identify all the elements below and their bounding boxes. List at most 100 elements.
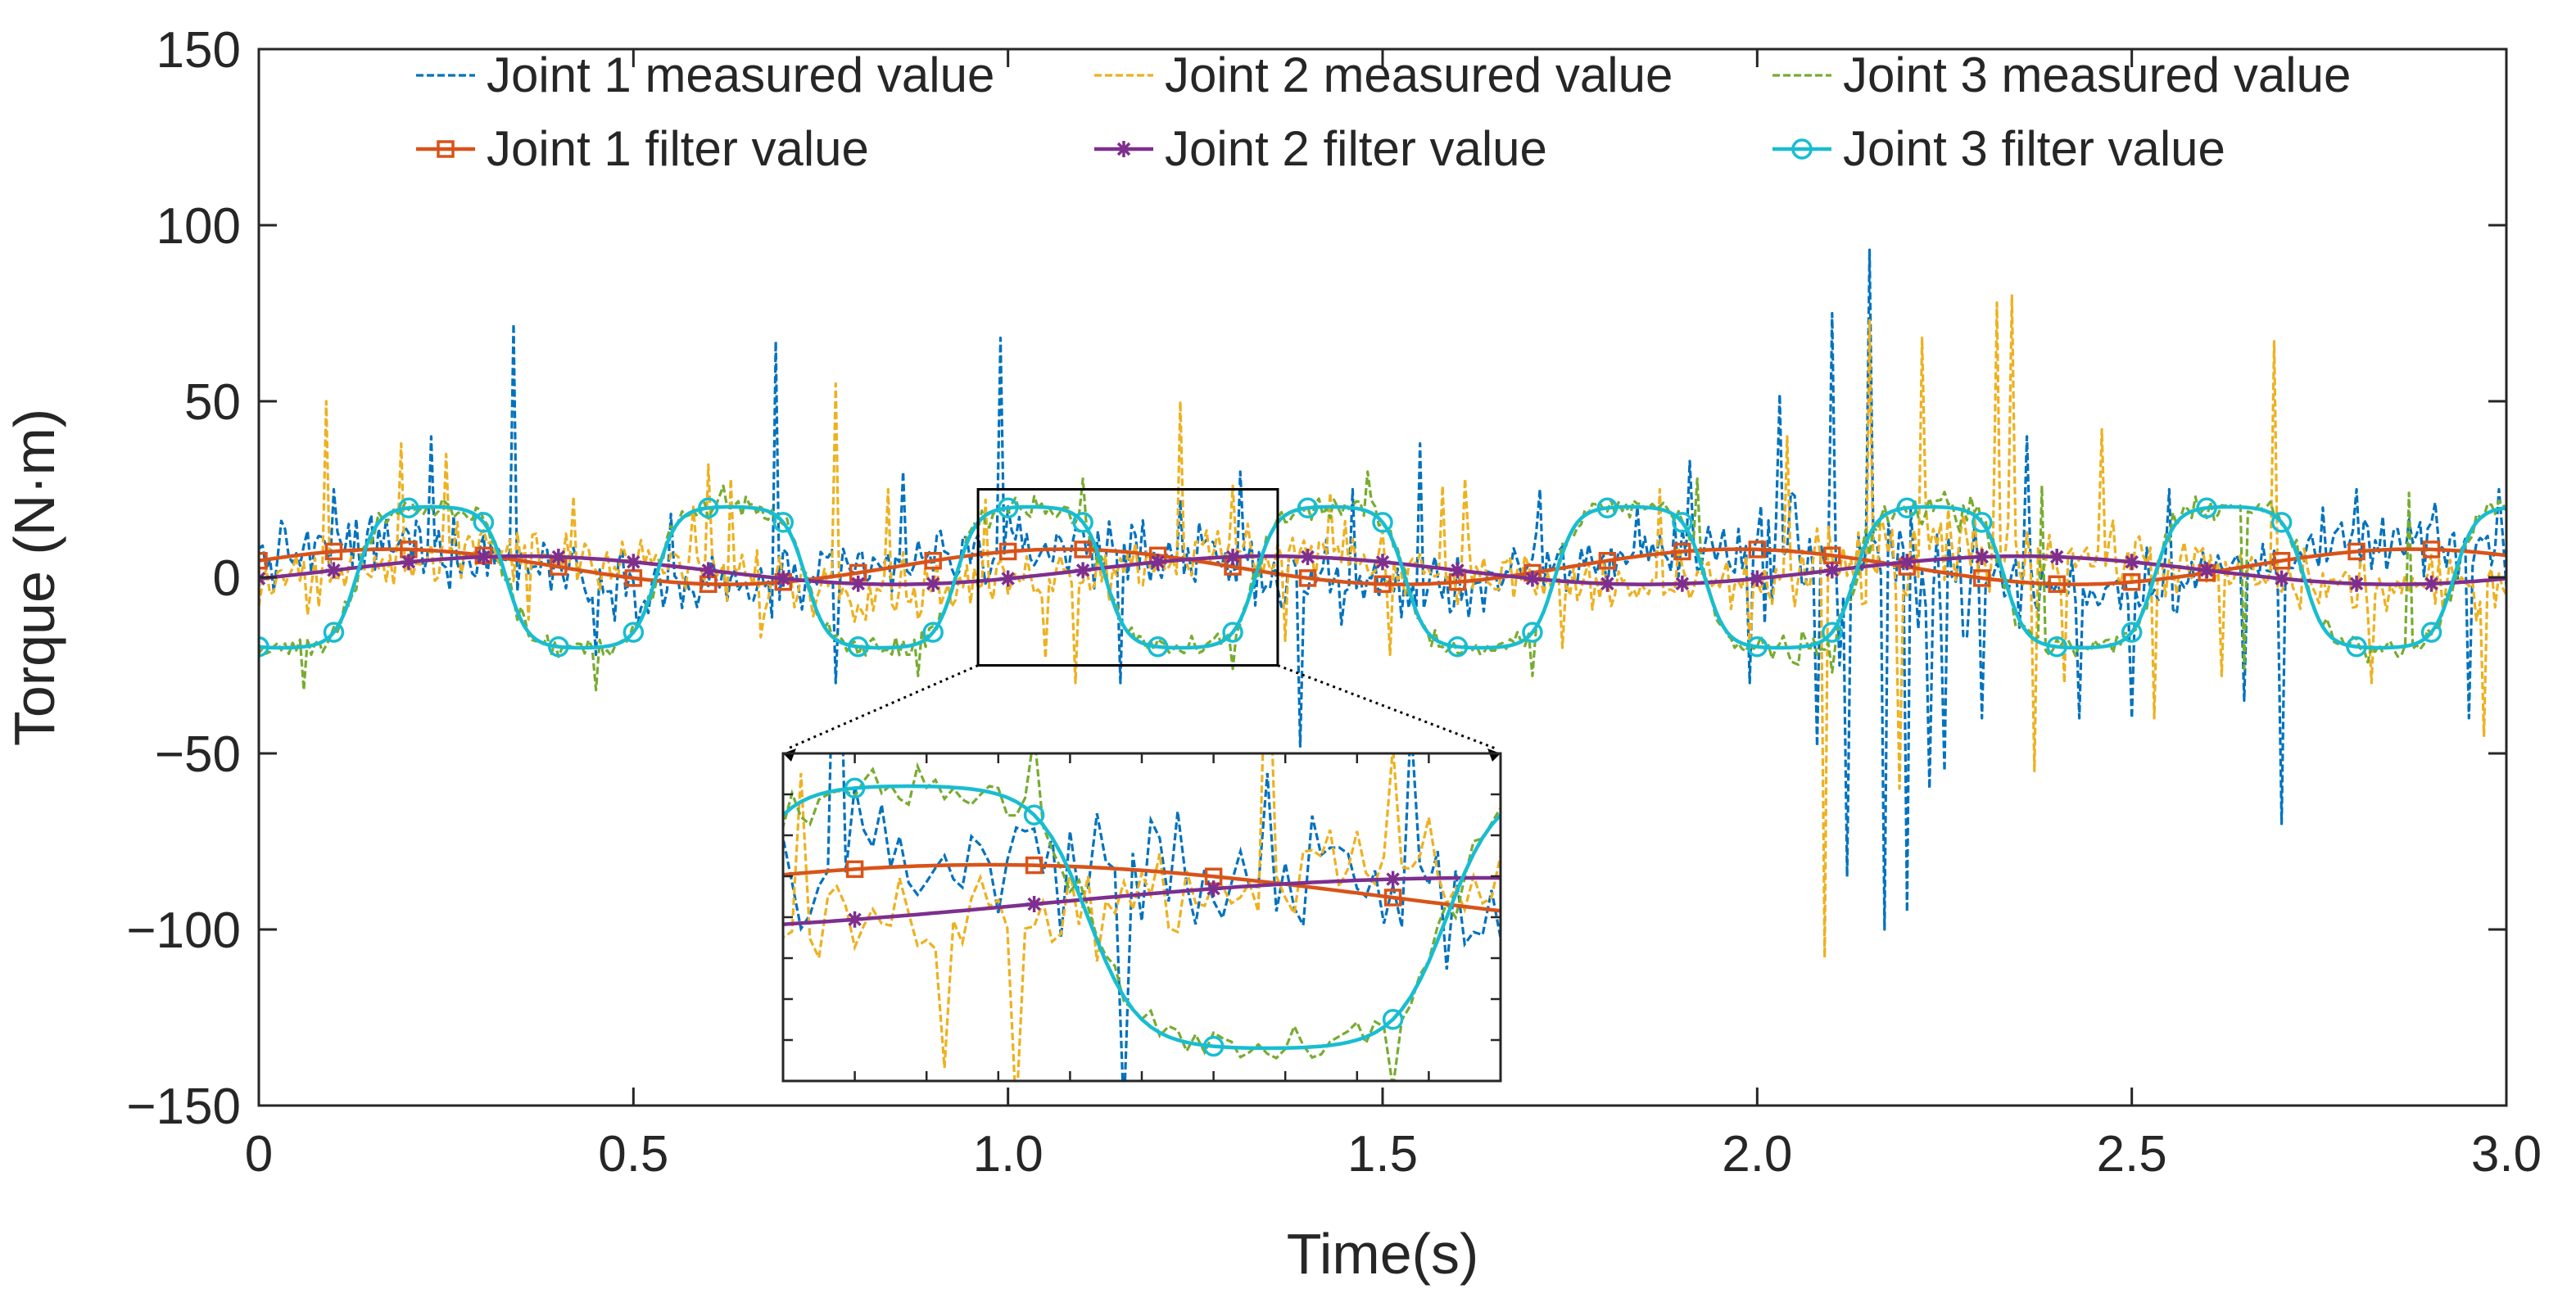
axes-layer: 0 0.5 1.0 1.5 2.0 2.5 3.0 −150 −100 −50 0 50 100 150 [126,22,2542,1183]
series-4-marker-30 [2422,540,2441,559]
series-5-marker-16 [1374,554,1391,571]
inset-series-5-marker-12 [1025,896,1043,912]
series-5-marker-11 [999,570,1016,587]
series-5-marker-10 [925,575,942,592]
inset-series-4-marker-12 [1025,856,1044,875]
series-6-marker-1 [259,635,269,658]
series-6-marker-13 [1147,635,1169,658]
series-layer [259,248,2506,959]
series-5-marker-14-stroke-4 [1225,549,1240,564]
series-5-marker-23 [1899,554,1916,571]
inset-series-5-marker-13-stroke-4 [1207,881,1220,896]
series-6-marker-12 [1072,512,1093,533]
inset-series-5-marker-11-stroke-4 [848,912,862,927]
series-5-marker-8 [775,570,792,587]
legend-marker-6 [1791,138,1813,160]
legend: Joint 1 measured value Joint 2 measured v… [416,47,2351,176]
zoom-connector-right [1277,664,1496,750]
x-tick-label-2: 0.5 [598,1126,668,1183]
y-tick-label-6: 100 [156,198,241,255]
series-line-1 [259,248,2506,931]
zoom-arrow-right [1487,748,1501,762]
inset-series-6-marker-14 [1382,1009,1404,1030]
x-tick-label-6: 2.5 [2097,1126,2167,1183]
series-4-marker-6 [624,569,643,587]
inset-series-5-marker-14-stroke-4 [1386,872,1400,886]
series-5-marker-18-stroke-4 [1525,572,1540,586]
y-tick-label-7: 150 [156,22,241,79]
series-4-marker-24 [1972,569,1991,587]
x-axis-label: Time(s) [1287,1222,1479,1286]
series-5-marker-27-stroke-4 [2199,563,2214,577]
series-5-marker-28-stroke-4 [2275,572,2289,586]
series-4-marker-1 [259,551,268,570]
series-5-marker-25-stroke-4 [2049,549,2064,564]
y-tick-label-4: 0 [213,550,241,607]
series-4-marker-25 [2048,575,2066,594]
y-axis-label: Torque (N·m) [2,409,66,746]
series-5-marker-22 [1823,562,1840,579]
x-tick-label-4: 1.5 [1347,1126,1418,1183]
legend-label-5: Joint 2 filter value [1165,121,1547,176]
series-5-marker-1 [259,570,267,587]
series-5-marker-29-stroke-4 [2349,577,2364,590]
y-tick-label-5: 50 [184,374,241,431]
series-4-marker-15 [1298,569,1317,587]
legend-label-6: Joint 3 filter value [1843,121,2225,176]
inset-series-line-1 [783,753,1501,1081]
series-5-marker-16-stroke-4 [1375,555,1390,569]
series-5-marker-5-stroke-4 [551,549,566,564]
zoom-source-box [976,488,1279,667]
series-4-marker-10 [924,551,942,570]
series-5-marker-26-stroke-4 [2125,555,2139,569]
series-6-marker-18 [1522,622,1543,643]
zoom-connector-left [787,664,979,750]
series-5-marker-3 [400,554,417,571]
series-5-marker-18 [1523,570,1541,587]
series-5-marker-25 [2049,549,2066,566]
x-tick-label-5: 2.0 [1722,1126,1792,1183]
x-tick-label-7: 3.0 [2471,1126,2542,1183]
series-5-marker-10-stroke-4 [926,577,940,590]
series-5-marker-30 [2423,575,2440,592]
series-5-marker-7 [699,562,717,579]
series-4-marker-26 [2122,572,2141,591]
series-5-marker-11-stroke-4 [1001,572,1015,586]
series-6-marker-26 [2121,622,2143,643]
series-5-marker-19-stroke-4 [1600,577,1614,590]
series-5-marker-24-stroke-4 [1975,549,1989,564]
series-5-marker-17 [1449,562,1466,579]
series-5-marker-21 [1749,570,1766,587]
series-4-marker-29 [2347,542,2365,561]
series-5-marker-15 [1299,549,1316,566]
y-tick-label-1: −150 [126,1079,241,1135]
series-6-marker-3 [398,497,419,519]
inset-series-5-marker-13 [1205,880,1222,898]
legend-marker-5 [1116,141,1132,157]
x-tick-label-3: 1.0 [973,1126,1044,1183]
series-6-marker-24 [1971,512,1993,533]
series-6-marker-25 [2046,635,2067,658]
series-5-marker-5 [550,549,567,566]
series-5-marker-21-stroke-4 [1750,572,1764,586]
series-6-marker-8 [772,512,795,533]
series-5-marker-28 [2273,570,2290,587]
series-5-marker-14 [1225,549,1242,566]
y-tick-label-2: −100 [126,902,241,959]
series-6-marker-22 [1822,622,1843,643]
series-5-marker-19 [1599,575,1616,592]
series-5-marker-6-stroke-4 [627,555,641,569]
series-5-marker-23-stroke-4 [1900,555,1914,569]
inset-series-5-marker-14 [1384,871,1401,888]
series-6-marker-15 [1297,497,1319,519]
series-5-marker-4-stroke-4 [477,549,491,564]
series-5-marker-15-stroke-4 [1301,549,1315,564]
series-5-marker-27 [2198,562,2216,579]
series-6-marker-19 [1596,497,1618,519]
legend-marker-5-stroke-4 [1116,142,1131,156]
series-5-marker-1-stroke-4 [259,572,266,581]
inset-series-6-marker-12 [1023,804,1045,825]
series-4-marker-16 [1374,575,1392,594]
series-5-marker-24 [1973,549,1990,566]
